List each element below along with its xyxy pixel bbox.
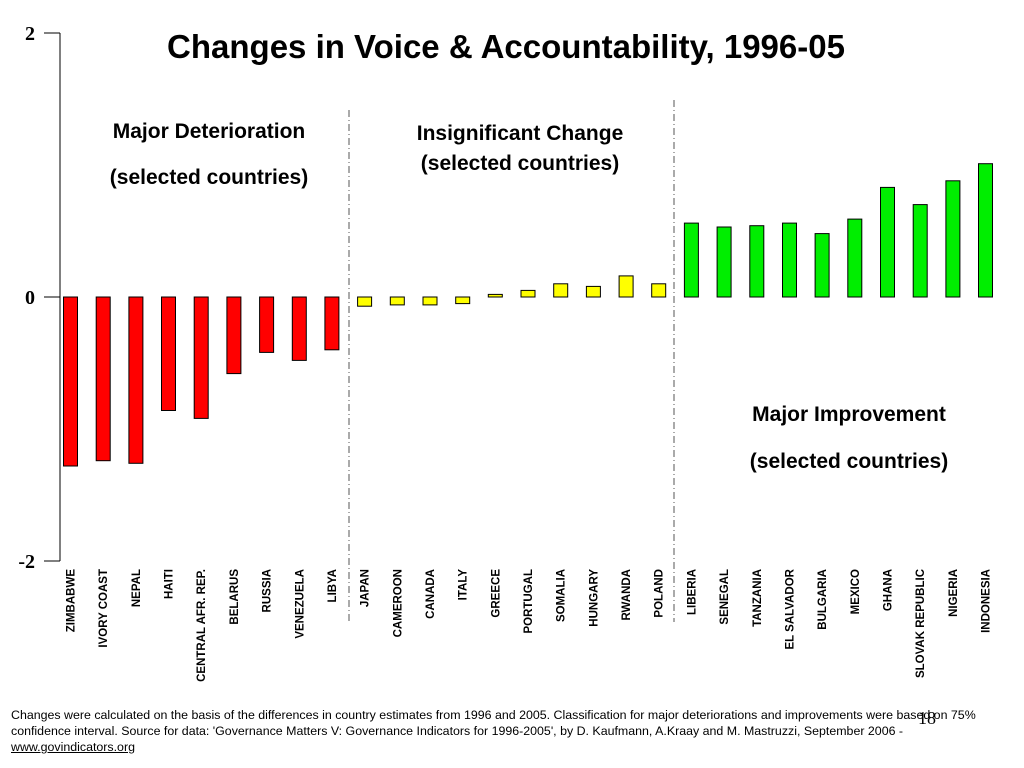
bar-canada — [422, 296, 438, 306]
footnote-text: Changes were calculated on the basis of … — [11, 708, 976, 738]
bar-ivory-coast — [95, 296, 111, 462]
x-tick-label-central-afr-rep: CENTRAL AFR. REP. — [196, 569, 208, 682]
bar-ghana — [880, 186, 895, 298]
bar-haiti — [161, 296, 176, 411]
group-label-improvement-line1: Major Improvement — [752, 403, 946, 426]
group-label-deterioration-line2: (selected countries) — [110, 166, 308, 189]
x-tick-label-liberia: LIBERIA — [686, 569, 698, 615]
x-tick-label-belarus: BELARUS — [229, 569, 241, 625]
group-label-insignificant-line2: (selected countries) — [421, 152, 619, 175]
bar-mexico — [847, 218, 863, 298]
x-tick-label-slovak-republic: SLOVAK REPUBLIC — [915, 569, 927, 678]
x-tick-label-haiti: HAITI — [164, 569, 176, 599]
x-tick-label-russia: RUSSIA — [262, 569, 274, 612]
chart-title: Changes in Voice & Accountability, 1996-… — [167, 28, 845, 65]
bar-greece — [487, 293, 503, 298]
y-tick-label-bottom: -2 — [18, 551, 35, 573]
bar-tanzania — [749, 225, 765, 298]
x-tick-label-hungary: HUNGARY — [588, 569, 600, 627]
bar-central-afr-rep — [193, 296, 209, 419]
x-tick-label-somalia: SOMALIA — [556, 569, 568, 622]
x-tick-labels: ZIMBABWE IVORY COAST NEPAL HAITI CENTRAL AFR… — [66, 568, 993, 682]
x-tick-label-indonesia: INDONESIA — [981, 569, 993, 633]
x-tick-label-nigeria: NIGERIA — [948, 569, 960, 617]
bar-senegal — [716, 226, 732, 298]
x-tick-label-zimbabwe: ZIMBABWE — [66, 569, 78, 633]
x-tick-label-portugal: PORTUGAL — [523, 569, 535, 634]
bar-indonesia — [978, 163, 993, 298]
bar-poland — [651, 283, 667, 298]
page-number: 18 — [918, 708, 936, 728]
x-tick-label-italy: ITALY — [458, 569, 470, 601]
bar-venezuela — [291, 296, 307, 361]
bar-rwanda — [618, 275, 634, 298]
x-tick-label-mexico: MEXICO — [850, 569, 862, 614]
x-tick-label-greece: GREECE — [490, 569, 502, 618]
group-label-deterioration-line1: Major Deterioration — [113, 120, 306, 143]
x-tick-label-ghana: GHANA — [883, 569, 895, 611]
y-tick-label-top: 2 — [25, 23, 35, 45]
x-tick-label-senegal: SENEGAL — [719, 569, 731, 625]
bars — [63, 163, 993, 467]
group-label-improvement-line2: (selected countries) — [750, 450, 948, 473]
x-tick-label-tanzania: TANZANIA — [752, 569, 764, 627]
x-tick-label-libya: LIBYA — [327, 569, 339, 602]
y-tick-label-zero: 0 — [25, 287, 35, 309]
x-tick-label-nepal: NEPAL — [131, 569, 143, 607]
bar-nigeria — [945, 180, 961, 298]
x-tick-label-canada: CANADA — [425, 569, 437, 619]
x-tick-label-japan: JAPAN — [360, 569, 372, 607]
group-label-insignificant-line1: Insignificant Change — [417, 122, 624, 145]
bar-hungary — [585, 285, 601, 298]
x-tick-label-bulgaria: BULGARIA — [817, 569, 829, 630]
bar-portugal — [520, 289, 536, 298]
bar-liberia — [683, 222, 699, 298]
x-tick-label-ivory-coast: IVORY COAST — [98, 569, 110, 648]
bar-japan — [357, 296, 373, 307]
x-tick-label-cameroon: CAMEROON — [392, 569, 404, 637]
x-tick-label-poland: POLAND — [654, 569, 666, 618]
bar-cameroon — [389, 296, 405, 306]
bar-slovak-republic — [912, 204, 928, 298]
footnote-link[interactable]: www.govindicators.org — [11, 740, 135, 754]
bar-russia — [259, 296, 275, 353]
x-tick-label-venezuela: VENEZUELA — [294, 569, 306, 639]
bar-belarus — [226, 296, 242, 375]
x-tick-label-rwanda: RWANDA — [621, 569, 633, 621]
bar-bulgaria — [814, 233, 830, 298]
footnote: Changes were calculated on the basis of … — [11, 707, 1001, 755]
bar-libya — [324, 296, 340, 351]
bar-zimbabwe — [63, 296, 78, 467]
bar-nepal — [128, 296, 144, 464]
bar-somalia — [553, 283, 569, 298]
bar-el-salvador — [782, 222, 797, 298]
bar-italy — [455, 296, 471, 305]
x-tick-label-el-salvador: EL SALVADOR — [785, 568, 797, 649]
